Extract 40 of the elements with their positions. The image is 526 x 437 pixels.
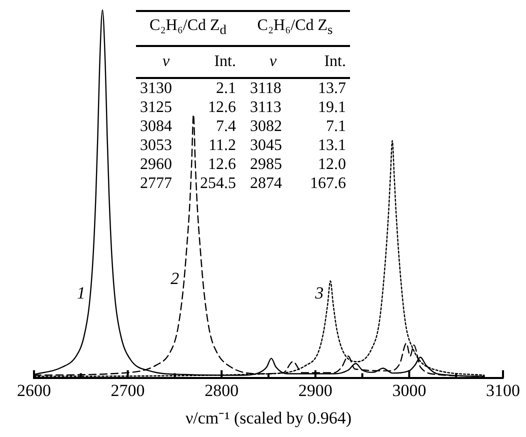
annotation: C₂H₆/Cd Z$_{d}$ (136, 11, 240, 46)
series-label: 3 (314, 284, 324, 303)
annotation: Int. (306, 46, 350, 78)
x-tick-label: 2800 (204, 380, 239, 400)
annotation: 11.2 (208, 136, 237, 156)
annotation: 13.1 (317, 136, 347, 156)
x-tick-label: 2600 (17, 380, 51, 400)
annotation: 13.7 (317, 79, 347, 98)
annotation: 3084 (139, 117, 173, 136)
annotation: 254.5 (199, 174, 237, 194)
x-tick-label: 2700 (110, 380, 145, 400)
x-tick-label: 3000 (392, 380, 426, 400)
annotation: 12.0 (317, 155, 347, 174)
annotation: 3118 (249, 79, 282, 98)
annotation: 167.6 (309, 174, 347, 194)
x-axis-title: ν/cm⁻¹ (scaled by 0.964) (185, 408, 352, 428)
annotation: 12.6 (207, 155, 237, 174)
series-label: 2 (170, 268, 180, 288)
annotation: 12.6 (207, 98, 237, 118)
annotation: 3053 (139, 136, 173, 156)
annotation: 7.1 (325, 117, 347, 136)
annotation: 2874 (249, 174, 283, 194)
annotation: ν (240, 46, 306, 78)
annotation: 7.4 (215, 117, 237, 136)
annotation: 2960 (139, 155, 173, 174)
annotation: 3082 (249, 117, 283, 136)
annotation: Int. (196, 46, 240, 78)
annotation: 3045 (249, 136, 283, 156)
annotation: 19.1 (317, 98, 347, 118)
annotation: 3130 (139, 79, 173, 98)
annotation: 2.1 (215, 79, 237, 98)
annotation: 3125 (139, 98, 173, 118)
annotation: 2777 (139, 174, 173, 194)
series-label: 1 (76, 284, 86, 303)
annotation: 3113 (249, 98, 282, 118)
annotation: ν (136, 46, 196, 78)
x-tick-label: 3100 (486, 380, 520, 400)
annotation: 2985 (249, 155, 283, 174)
annotation: C₂H₆/Cd Z$_{s}$ (240, 11, 350, 46)
x-tick-label: 2900 (298, 380, 332, 400)
